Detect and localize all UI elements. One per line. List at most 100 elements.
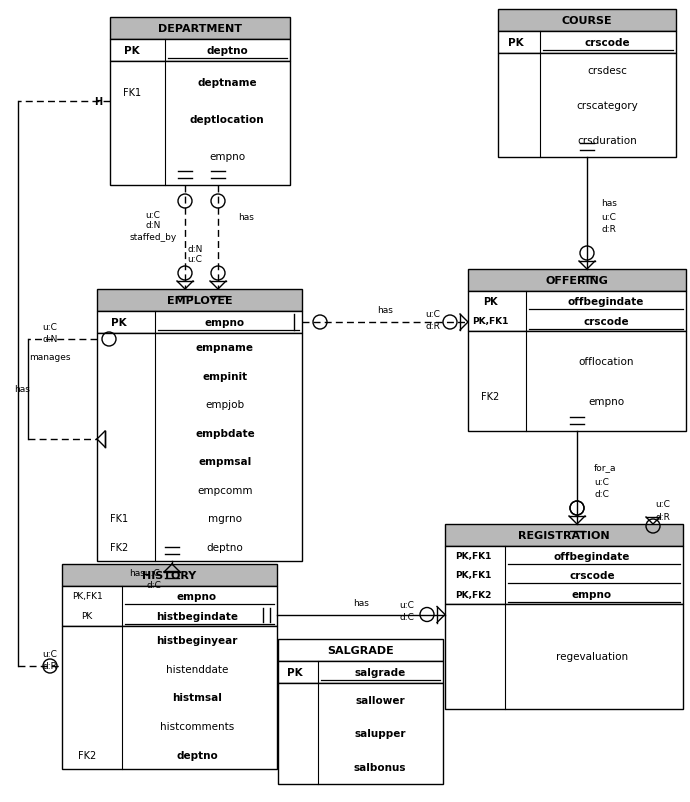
Bar bbox=[97, 290, 302, 312]
Text: PK,FK1: PK,FK1 bbox=[455, 552, 491, 561]
Text: deptno: deptno bbox=[206, 542, 244, 552]
Text: empjob: empjob bbox=[206, 399, 244, 410]
Bar bbox=[498, 32, 676, 54]
Text: PK: PK bbox=[81, 612, 92, 621]
Text: histcomments: histcomments bbox=[160, 721, 234, 731]
Text: d:C: d:C bbox=[146, 581, 161, 589]
Text: histmsal: histmsal bbox=[172, 693, 222, 703]
Text: u:C: u:C bbox=[188, 255, 202, 264]
Text: d:R: d:R bbox=[602, 225, 616, 234]
Text: u:C: u:C bbox=[146, 211, 161, 221]
Text: d:N: d:N bbox=[146, 221, 161, 230]
Bar bbox=[97, 312, 302, 334]
Text: has: has bbox=[353, 598, 369, 607]
Text: d:N: d:N bbox=[187, 245, 203, 254]
Text: histbegindate: histbegindate bbox=[156, 611, 238, 622]
Text: deptno: deptno bbox=[176, 750, 218, 759]
Text: offbegindate: offbegindate bbox=[568, 297, 644, 306]
Text: PK: PK bbox=[287, 667, 303, 677]
Text: empbdate: empbdate bbox=[195, 428, 255, 438]
Text: FK2: FK2 bbox=[78, 750, 96, 759]
Text: FK1: FK1 bbox=[110, 513, 128, 524]
Text: has: has bbox=[238, 213, 254, 222]
Text: empno: empno bbox=[209, 152, 245, 162]
Bar bbox=[62, 626, 277, 769]
Text: REGISTRATION: REGISTRATION bbox=[518, 530, 610, 541]
Text: PK,FK1: PK,FK1 bbox=[472, 317, 509, 326]
Text: for_a: for_a bbox=[594, 463, 616, 472]
Text: u:C: u:C bbox=[656, 500, 671, 508]
Text: crsdesc: crsdesc bbox=[587, 67, 627, 76]
Text: d:R: d:R bbox=[656, 512, 671, 520]
Text: d:R: d:R bbox=[426, 322, 440, 331]
Text: staffed_by: staffed_by bbox=[130, 233, 177, 242]
Text: empno: empno bbox=[205, 318, 245, 327]
Text: u:C: u:C bbox=[595, 478, 609, 487]
Text: manages: manages bbox=[29, 353, 71, 362]
Text: EMPLOYEE: EMPLOYEE bbox=[167, 296, 233, 306]
Text: empname: empname bbox=[196, 342, 254, 353]
Text: d:N: d:N bbox=[42, 335, 58, 344]
Bar bbox=[498, 54, 676, 158]
Bar bbox=[468, 331, 686, 431]
Bar bbox=[62, 586, 277, 626]
Bar bbox=[468, 269, 686, 292]
Text: FK2: FK2 bbox=[110, 542, 128, 552]
Text: u:C: u:C bbox=[43, 323, 57, 332]
Text: crscategory: crscategory bbox=[576, 101, 638, 111]
Text: H: H bbox=[94, 97, 102, 107]
Text: PK: PK bbox=[124, 46, 140, 56]
Text: d:R: d:R bbox=[43, 662, 57, 670]
Text: empno: empno bbox=[177, 591, 217, 602]
Bar bbox=[498, 10, 676, 32]
Text: PK,FK1: PK,FK1 bbox=[72, 592, 102, 601]
Text: u:C: u:C bbox=[602, 213, 616, 222]
Text: COURSE: COURSE bbox=[562, 16, 612, 26]
Text: OFFERING: OFFERING bbox=[546, 276, 609, 286]
Text: PK: PK bbox=[483, 297, 497, 306]
Bar bbox=[97, 334, 302, 561]
Text: offlocation: offlocation bbox=[578, 357, 633, 367]
Text: mgrno: mgrno bbox=[208, 513, 242, 524]
Bar bbox=[468, 292, 686, 331]
Bar bbox=[110, 40, 290, 62]
Text: u:C: u:C bbox=[400, 600, 415, 610]
Text: has: has bbox=[601, 199, 617, 209]
Text: empinit: empinit bbox=[202, 371, 248, 381]
Text: d:C: d:C bbox=[595, 490, 609, 499]
Text: salgrade: salgrade bbox=[355, 667, 406, 677]
Text: PK,FK1: PK,FK1 bbox=[455, 571, 491, 580]
Text: empcomm: empcomm bbox=[197, 485, 253, 495]
Bar bbox=[445, 546, 683, 604]
Text: FK2: FK2 bbox=[481, 391, 499, 402]
Text: PK: PK bbox=[509, 38, 524, 48]
Text: PK,FK2: PK,FK2 bbox=[455, 590, 491, 599]
Text: d:C: d:C bbox=[400, 612, 415, 622]
Text: SALGRADE: SALGRADE bbox=[327, 645, 394, 655]
Bar bbox=[278, 639, 443, 661]
Text: empno: empno bbox=[572, 589, 612, 600]
Bar bbox=[110, 62, 290, 186]
Text: PK: PK bbox=[111, 318, 127, 327]
Bar bbox=[62, 565, 277, 586]
Text: crscode: crscode bbox=[584, 38, 630, 48]
Text: crscode: crscode bbox=[583, 317, 629, 326]
Text: regevaluation: regevaluation bbox=[556, 652, 628, 662]
Text: salupper: salupper bbox=[354, 728, 406, 739]
Text: empmsal: empmsal bbox=[199, 456, 252, 467]
Text: DEPARTMENT: DEPARTMENT bbox=[158, 24, 242, 34]
Text: crsduration: crsduration bbox=[577, 136, 637, 145]
Text: salbonus: salbonus bbox=[354, 762, 406, 772]
Bar bbox=[110, 18, 290, 40]
Text: has: has bbox=[14, 385, 30, 394]
Text: u:C: u:C bbox=[43, 650, 57, 658]
Text: histbeginyear: histbeginyear bbox=[157, 635, 237, 646]
Text: hasu:C: hasu:C bbox=[128, 569, 159, 577]
Text: offbegindate: offbegindate bbox=[554, 551, 630, 561]
Text: empno: empno bbox=[588, 396, 624, 407]
Text: sallower: sallower bbox=[355, 695, 405, 705]
Bar bbox=[278, 683, 443, 784]
Text: deptname: deptname bbox=[197, 78, 257, 88]
Text: FK1: FK1 bbox=[123, 88, 141, 98]
Text: deptno: deptno bbox=[206, 46, 248, 56]
